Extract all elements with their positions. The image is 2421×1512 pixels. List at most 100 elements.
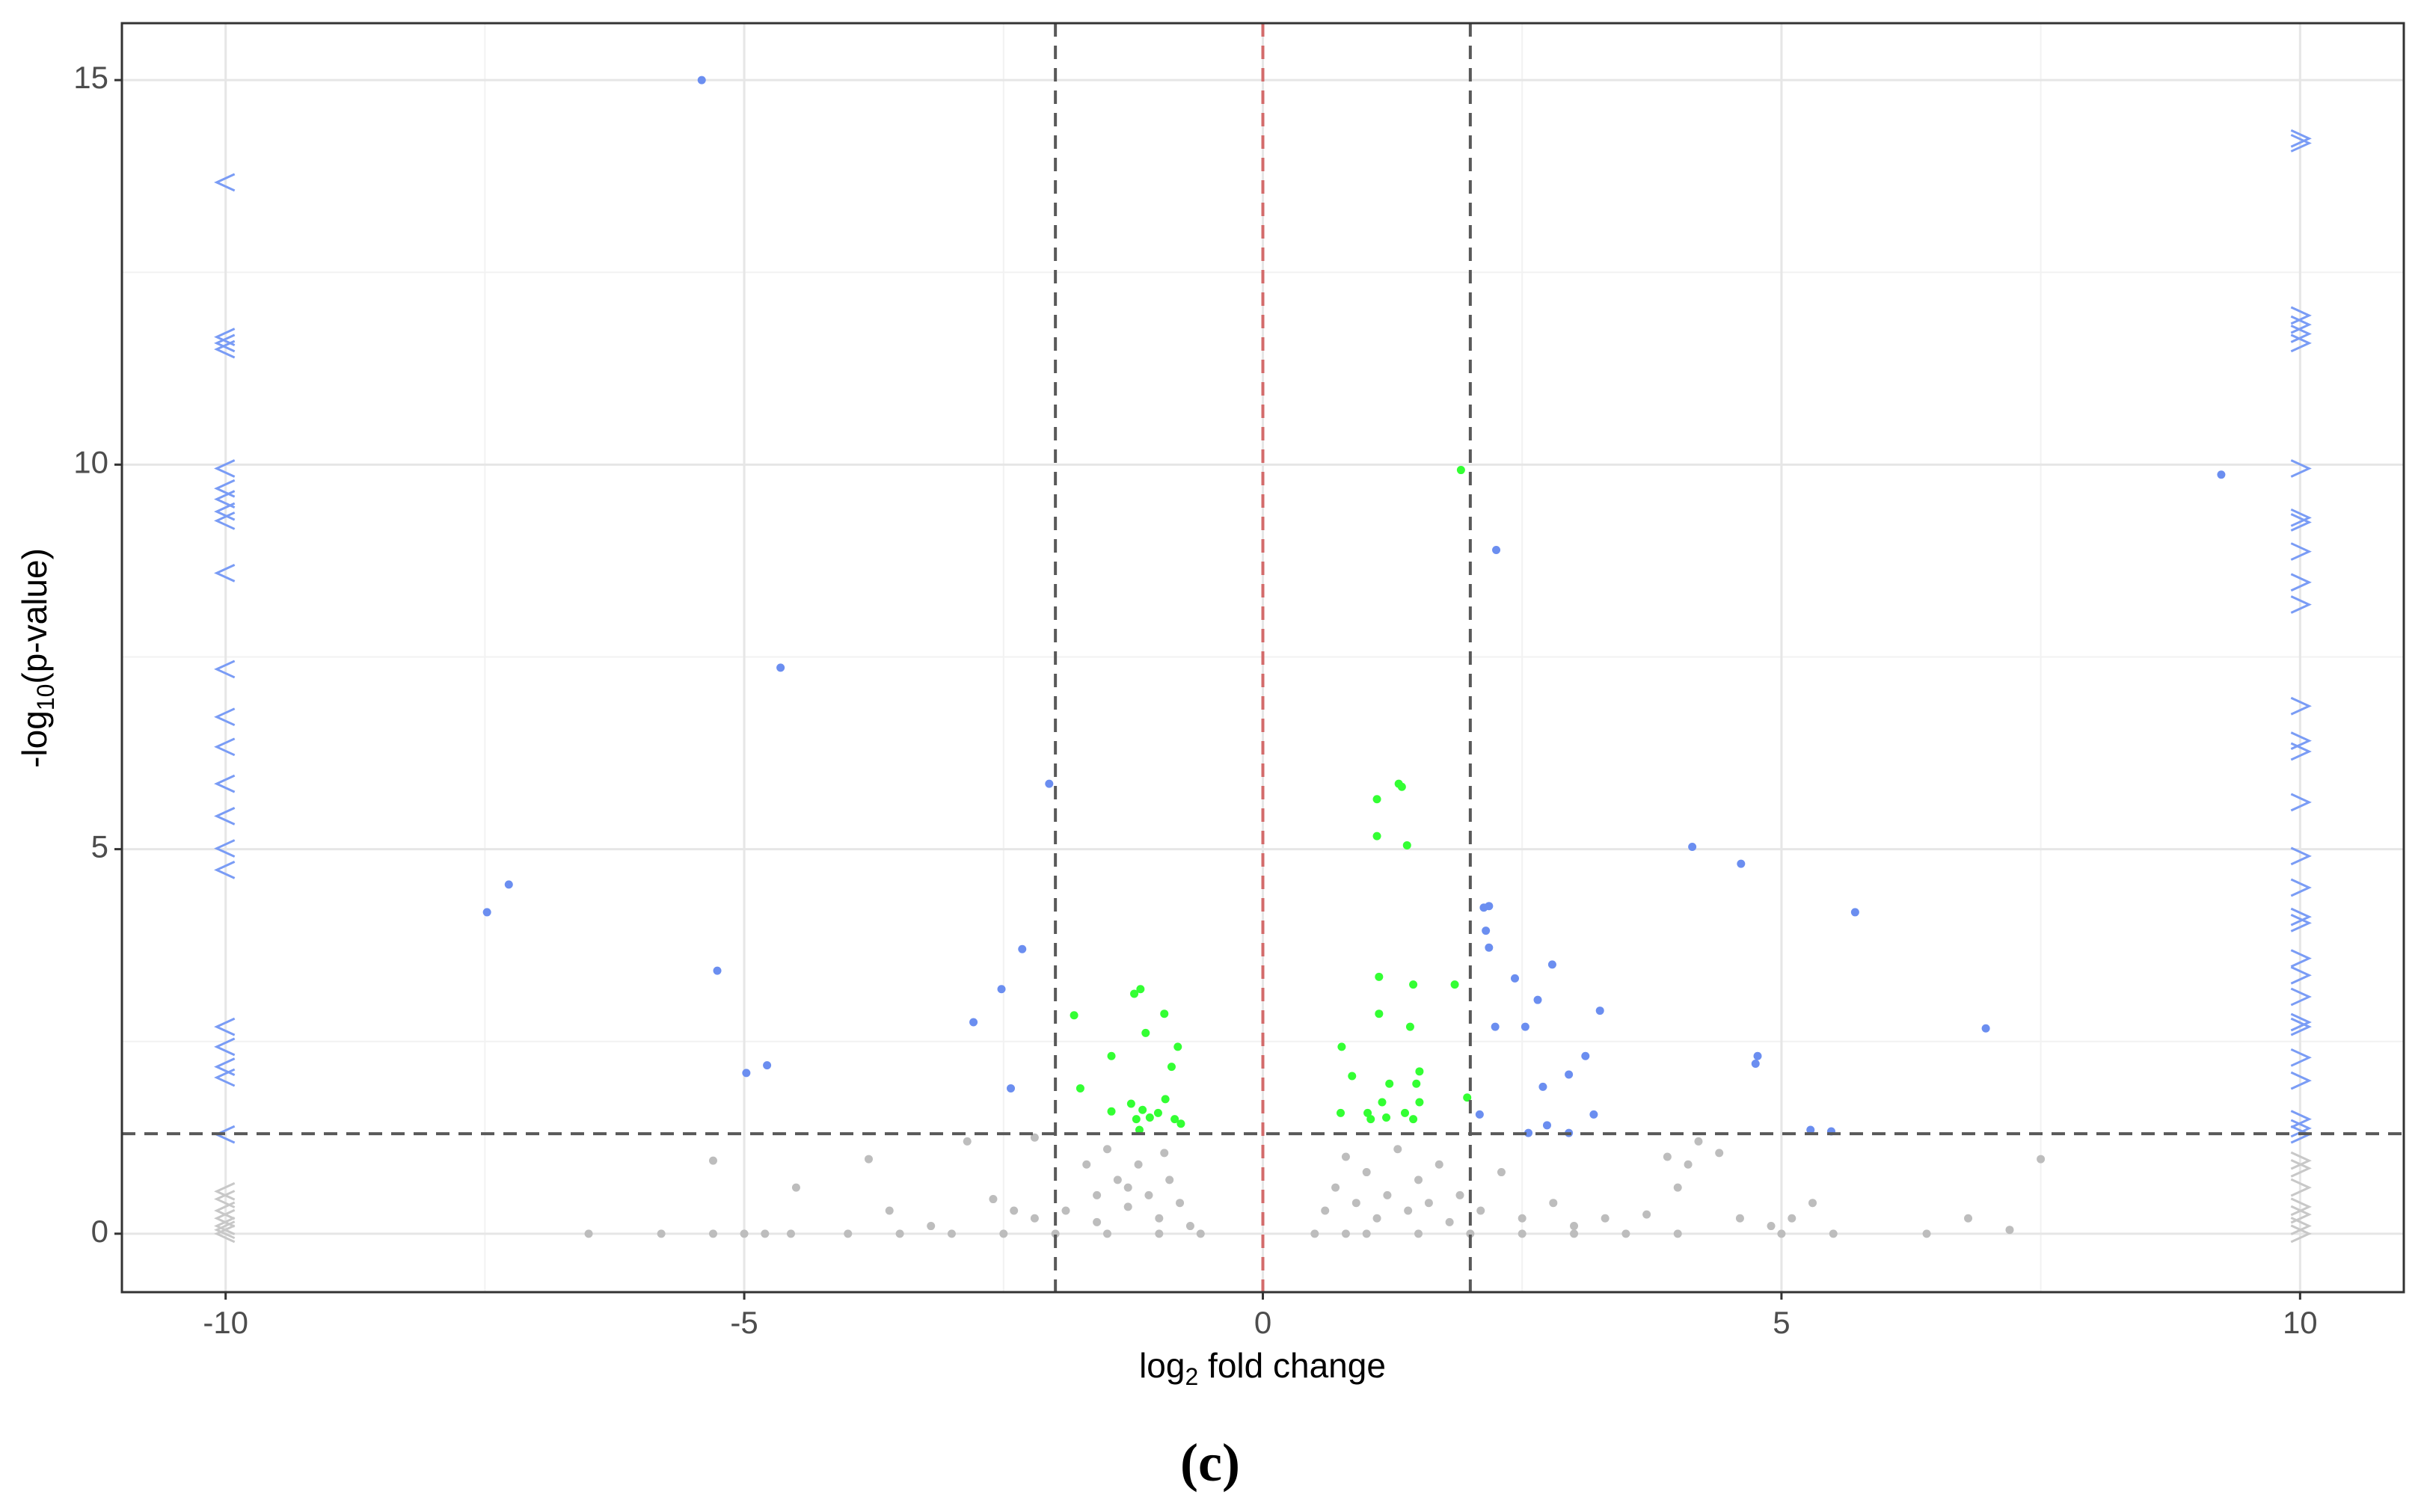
point xyxy=(1123,1183,1132,1192)
point xyxy=(742,1069,751,1078)
point xyxy=(1808,1199,1817,1208)
point xyxy=(1155,1229,1164,1238)
point xyxy=(1082,1160,1091,1169)
point xyxy=(1570,1229,1579,1238)
point xyxy=(1673,1183,1682,1192)
point xyxy=(1372,795,1381,804)
point xyxy=(1788,1214,1796,1223)
point xyxy=(1161,1095,1170,1104)
point xyxy=(1051,1229,1060,1238)
point xyxy=(1366,1115,1375,1124)
point xyxy=(1076,1084,1084,1092)
point xyxy=(1466,1229,1475,1238)
point xyxy=(1404,1206,1413,1215)
point xyxy=(2005,1226,2014,1235)
clipped-point xyxy=(214,774,236,793)
point xyxy=(1155,1214,1164,1223)
point xyxy=(1777,1229,1786,1238)
point xyxy=(1565,1070,1574,1079)
clipped-point xyxy=(2290,1048,2312,1067)
point xyxy=(1595,1007,1604,1015)
point xyxy=(1132,1115,1141,1124)
point xyxy=(969,1018,978,1027)
clipped-point xyxy=(2290,913,2312,932)
clipped-point xyxy=(2290,1119,2312,1138)
clipped-point xyxy=(2290,573,2312,592)
clipped-point xyxy=(214,839,236,858)
point xyxy=(1547,960,1556,969)
point xyxy=(1663,1152,1672,1161)
point xyxy=(657,1229,666,1238)
point xyxy=(1170,1115,1179,1124)
clipped-point xyxy=(2290,595,2312,614)
point xyxy=(791,1183,800,1192)
point xyxy=(1463,1093,1472,1102)
clipped-point xyxy=(214,511,236,530)
point xyxy=(1694,1137,1703,1146)
point xyxy=(1030,1214,1039,1223)
point xyxy=(740,1229,749,1238)
clipped-point xyxy=(2290,134,2312,153)
clipped-point xyxy=(214,502,236,521)
point xyxy=(1130,989,1139,998)
clipped-point xyxy=(2290,1217,2312,1235)
point xyxy=(697,76,706,84)
point xyxy=(1589,1110,1598,1119)
point xyxy=(1737,859,1746,868)
clipped-point xyxy=(2290,1012,2312,1032)
point xyxy=(761,1229,770,1238)
clipped-point xyxy=(214,1201,236,1220)
point xyxy=(1601,1214,1610,1223)
clipped-point xyxy=(2290,987,2312,1007)
point xyxy=(1160,1009,1169,1018)
clipped-point xyxy=(2290,315,2312,334)
point xyxy=(999,1229,1008,1238)
point xyxy=(1113,1176,1122,1184)
point xyxy=(1621,1229,1630,1238)
point xyxy=(1753,1051,1762,1060)
clipped-point xyxy=(2290,306,2312,325)
point xyxy=(1424,1199,1433,1208)
point xyxy=(1135,1125,1144,1134)
point xyxy=(1570,1222,1579,1231)
point xyxy=(1806,1125,1815,1134)
point xyxy=(1476,1206,1485,1215)
point xyxy=(1492,546,1501,555)
y-tick-label: 0 xyxy=(91,1214,108,1249)
point xyxy=(584,1229,593,1238)
point xyxy=(504,880,513,889)
x-tick-label: 0 xyxy=(1254,1305,1271,1340)
point xyxy=(1362,1229,1371,1238)
point xyxy=(1375,1009,1384,1018)
point xyxy=(1093,1217,1102,1226)
clipped-point xyxy=(2290,459,2312,478)
point xyxy=(1409,1115,1418,1124)
point xyxy=(1850,908,1859,917)
clipped-point xyxy=(2290,949,2312,968)
clipped-point xyxy=(2290,1159,2312,1178)
x-tick-label: -5 xyxy=(730,1305,758,1340)
point xyxy=(1684,1160,1693,1169)
clipped-point xyxy=(2290,1197,2312,1217)
point xyxy=(1153,1108,1162,1117)
point xyxy=(1688,843,1697,852)
clipped-point xyxy=(214,328,236,346)
point xyxy=(1348,1072,1357,1081)
clipped-point xyxy=(214,1217,236,1235)
point xyxy=(1018,944,1027,953)
point xyxy=(1445,1217,1454,1226)
point xyxy=(865,1155,874,1164)
clipped-point xyxy=(214,173,236,192)
point xyxy=(947,1229,956,1238)
point xyxy=(1123,1202,1132,1211)
y-label-sub: 10 xyxy=(32,684,59,711)
point xyxy=(1964,1214,1973,1223)
point xyxy=(1767,1222,1776,1231)
point xyxy=(1715,1149,1724,1158)
point xyxy=(1542,1121,1551,1130)
point xyxy=(927,1222,936,1231)
point xyxy=(1141,1028,1150,1037)
point xyxy=(1435,1160,1443,1169)
clipped-point xyxy=(2290,508,2312,527)
point xyxy=(1382,1113,1391,1122)
